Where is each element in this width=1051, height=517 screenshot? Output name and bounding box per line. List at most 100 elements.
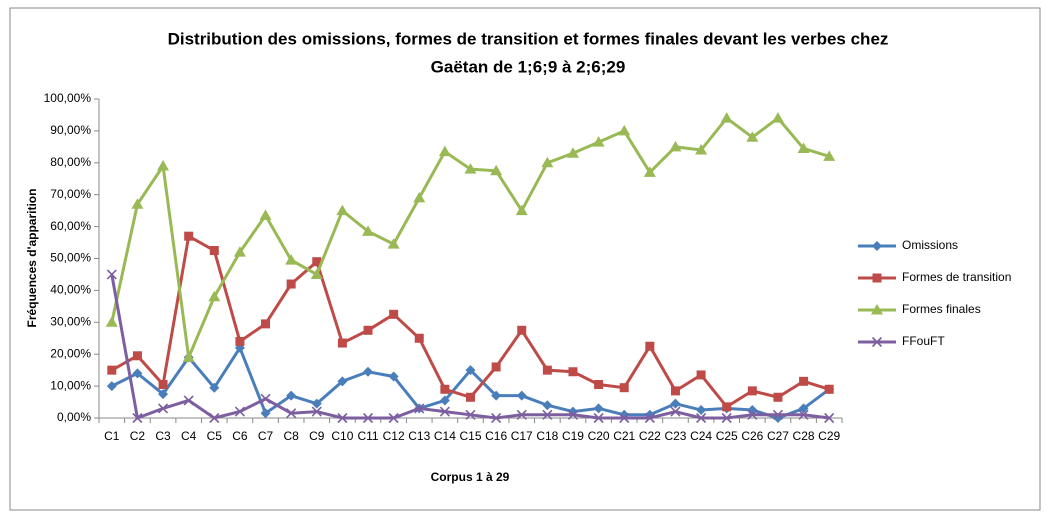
x-tick-label: C24 [690,429,712,443]
marker [235,336,245,346]
x-tick-label: C17 [511,429,533,443]
x-tick-label: C25 [716,429,738,443]
marker [465,365,476,376]
marker [592,136,605,147]
marker [158,389,169,400]
marker [593,403,604,414]
x-axis-title: Corpus 1 à 29 [431,470,510,484]
marker [798,409,809,420]
marker [799,376,809,386]
x-tick-label: C6 [232,429,248,443]
marker [362,225,375,236]
marker [491,390,502,401]
marker [440,384,450,394]
marker [158,380,168,390]
x-tick-label: C13 [408,429,430,443]
marker [670,406,681,417]
marker [720,112,733,123]
marker [644,412,655,424]
marker [490,164,503,176]
marker [286,279,296,289]
marker [209,382,220,393]
marker [466,392,475,402]
marker [286,390,297,401]
marker [209,246,219,256]
marker [439,406,450,417]
marker [669,140,682,152]
x-tick-label: C9 [309,429,325,443]
marker [567,409,579,420]
marker [208,290,221,302]
marker [872,273,882,283]
x-tick-label: C28 [793,429,815,443]
marker [414,333,424,343]
marker [465,409,476,420]
marker [132,368,143,379]
marker [362,412,374,424]
legend-label: Omissions [902,238,958,252]
marker [568,367,578,377]
x-tick-label: C12 [383,429,405,443]
marker [695,144,708,155]
chart-border [9,7,1041,511]
marker [259,209,272,220]
marker [797,142,810,153]
marker [542,365,552,375]
y-tick-label: 10,00% [50,378,91,392]
marker [515,204,528,216]
marker [106,269,117,280]
marker [491,412,502,424]
marker [336,204,349,216]
x-tick-label: C27 [767,429,789,443]
marker [566,147,579,158]
marker [618,124,631,136]
x-tick-label: C11 [357,429,378,443]
x-tick-label: C20 [588,429,610,443]
marker [439,395,450,406]
x-tick-label: C14 [434,429,456,443]
x-tick-label: C19 [562,429,584,443]
marker [182,351,195,362]
y-tick-label: 80,00% [50,155,91,169]
marker [871,304,883,315]
marker [337,338,347,348]
x-tick-label: C22 [639,429,661,443]
y-tick-label: 40,00% [50,283,91,297]
marker [438,145,451,157]
marker [696,370,706,380]
y-axis-title: Fréquences d'apparition [25,189,39,328]
marker [542,400,553,411]
x-tick-label: C10 [331,429,353,443]
marker [593,412,604,424]
marker [773,392,783,402]
y-tick-label: 50,00% [50,251,91,265]
marker [310,268,323,279]
x-tick-label: C3 [155,429,171,443]
marker [643,166,656,177]
x-tick-label: C4 [181,429,197,443]
marker [721,412,732,424]
legend-label: Formes de transition [902,270,1011,284]
legend-label: FFouFT [902,334,945,348]
marker [233,246,246,257]
chart-title: Distribution des omissions, formes de tr… [168,29,889,48]
marker [746,131,759,142]
marker [106,381,117,392]
marker [363,366,374,377]
marker [542,409,553,420]
marker [823,150,836,161]
marker [209,412,220,424]
x-tick-label: C2 [130,429,146,443]
marker [872,241,882,251]
marker [311,406,322,417]
x-tick-label: C15 [459,429,481,443]
marker [337,376,348,387]
marker [516,390,527,401]
marker [311,398,322,409]
marker [619,383,629,393]
y-tick-label: 60,00% [50,219,91,233]
marker [387,238,400,249]
chart-title: Gaëtan de 1;6;9 à 2;6;29 [431,57,626,76]
marker [413,191,426,203]
